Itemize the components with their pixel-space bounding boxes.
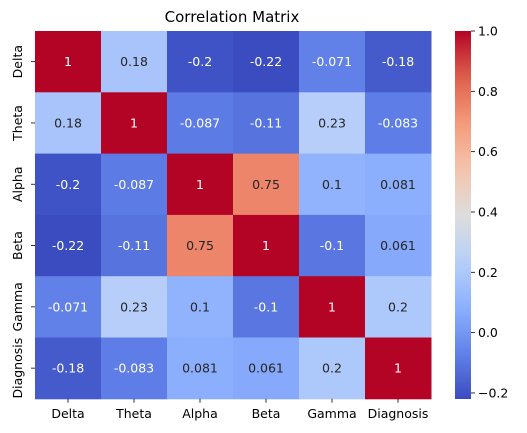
cell-value-label: -0.083: [378, 115, 418, 130]
heatmap-cell: [233, 153, 300, 216]
heatmap-cell: [101, 31, 168, 93]
cell-value-label: -0.22: [52, 238, 84, 253]
heatmap-cell: [167, 92, 234, 155]
heatmap-cell: [365, 276, 432, 338]
cell-value-label: -0.2: [56, 177, 80, 192]
cell-value-label: 0.23: [318, 115, 346, 130]
heatmap-cell: [233, 214, 300, 277]
cell-value-label: 0.2: [388, 299, 408, 314]
heatmap-cell: [167, 337, 234, 400]
cell-value-label: 0.081: [380, 177, 416, 192]
heatmap-cell: [233, 31, 300, 93]
heatmap-cell: [365, 31, 432, 93]
heatmap-cell: [35, 337, 102, 400]
heatmap-cell: [167, 214, 234, 277]
x-tick-label: Gamma: [307, 406, 356, 421]
colorbar-tick-label: 0.2: [478, 265, 498, 280]
x-tick-label: Theta: [115, 406, 152, 421]
cell-value-label: 0.081: [182, 361, 218, 376]
heatmap-cell: [101, 276, 168, 338]
x-tick-label: Alpha: [182, 406, 218, 421]
cell-value-label: 0.2: [322, 361, 342, 376]
cell-value-label: -0.087: [180, 115, 220, 130]
cell-value-label: -0.1: [320, 238, 344, 253]
heatmap-cell: [299, 276, 366, 338]
heatmap-cell: [365, 337, 432, 400]
heatmap-cell: [299, 337, 366, 400]
heatmap-cell: [101, 337, 168, 400]
cell-value-label: 0.061: [248, 361, 284, 376]
heatmap-cell: [233, 276, 300, 338]
heatmap-cell: [101, 92, 168, 155]
x-axis: Delta Theta Alpha Beta Gamma Diagnosis: [51, 398, 429, 421]
cell-value-label: -0.18: [382, 54, 414, 69]
cell-value-label: 0.23: [120, 299, 148, 314]
colorbar-tick-label: 0.4: [478, 204, 498, 219]
heatmap-cell: [299, 153, 366, 216]
heatmap-cell: [35, 276, 102, 338]
heatmap-cell: [167, 31, 234, 93]
heatmap-cell: [167, 153, 234, 216]
cell-value-label: 0.061: [380, 238, 416, 253]
x-tick-label: Beta: [252, 406, 281, 421]
cell-value-label: -0.083: [114, 361, 154, 376]
colorbar-tick-label: 0.6: [478, 144, 498, 159]
cell-value-label: -0.11: [250, 115, 282, 130]
heatmap-cell: [299, 214, 366, 277]
cell-value-label: 1: [394, 361, 402, 376]
cell-value-label: -0.11: [118, 238, 150, 253]
heatmap-cells: 1 0.18 -0.2 -0.22 -0.071 -0.18 0.18 1 -0.087 -0.1…: [35, 31, 432, 400]
cell-value-label: 0.75: [186, 238, 214, 253]
y-tick-label: Gamma: [10, 282, 25, 331]
y-tick-label: Delta: [10, 45, 25, 78]
cell-value-label: 0.18: [54, 115, 82, 130]
x-tick-label: Delta: [51, 406, 84, 421]
cell-value-label: 0.1: [322, 177, 342, 192]
heatmap-cell: [35, 214, 102, 277]
colorbar-tick-label: 1.0: [478, 24, 498, 39]
y-tick-label: Alpha: [10, 166, 25, 202]
heatmap-cell: [365, 153, 432, 216]
heatmap-cell: [365, 92, 432, 155]
cell-value-label: -0.22: [250, 54, 282, 69]
heatmap-cell: [233, 92, 300, 155]
colorbar-tick-label: 0.8: [478, 84, 498, 99]
cell-value-label: -0.1: [254, 299, 278, 314]
cell-value-label: -0.071: [48, 299, 88, 314]
cell-value-label: 0.75: [252, 177, 280, 192]
colorbar-tick-label: −0.2: [478, 385, 508, 400]
heatmap-cell: [35, 31, 102, 93]
heatmap-cell: [167, 276, 234, 338]
chart-title: Correlation Matrix: [165, 8, 300, 26]
cell-value-label: -0.18: [52, 361, 84, 376]
heatmap-cell: [365, 214, 432, 277]
heatmap-cell: [35, 153, 102, 216]
heatmap-cell: [233, 337, 300, 400]
cell-value-label: -0.2: [188, 54, 212, 69]
cell-value-label: 0.1: [190, 299, 210, 314]
cell-value-label: 1: [196, 177, 204, 192]
cell-value-label: 1: [130, 115, 138, 130]
colorbar: −0.2 0.0 0.2 0.4 0.6 0.8 1.0: [455, 24, 508, 400]
cell-value-label: -0.071: [312, 54, 352, 69]
y-tick-label: Diagnosis: [10, 338, 25, 399]
cell-value-label: 1: [328, 299, 336, 314]
heatmap-cell: [299, 31, 366, 93]
y-tick-label: Theta: [10, 105, 25, 142]
colorbar-tick-label: 0.0: [478, 325, 498, 340]
cell-value-label: -0.087: [114, 177, 154, 192]
colorbar-gradient: [455, 31, 471, 399]
heatmap-cell: [101, 214, 168, 277]
heatmap-cell: [299, 92, 366, 155]
cell-value-label: 0.18: [120, 54, 148, 69]
heatmap-cell: [35, 92, 102, 155]
cell-value-label: 1: [262, 238, 270, 253]
y-axis: Delta Theta Alpha Beta Gamma Diagnosis: [10, 45, 35, 399]
y-tick-label: Beta: [10, 231, 25, 260]
heatmap-cell: [101, 153, 168, 216]
x-tick-label: Diagnosis: [368, 406, 429, 421]
cell-value-label: 1: [64, 54, 72, 69]
